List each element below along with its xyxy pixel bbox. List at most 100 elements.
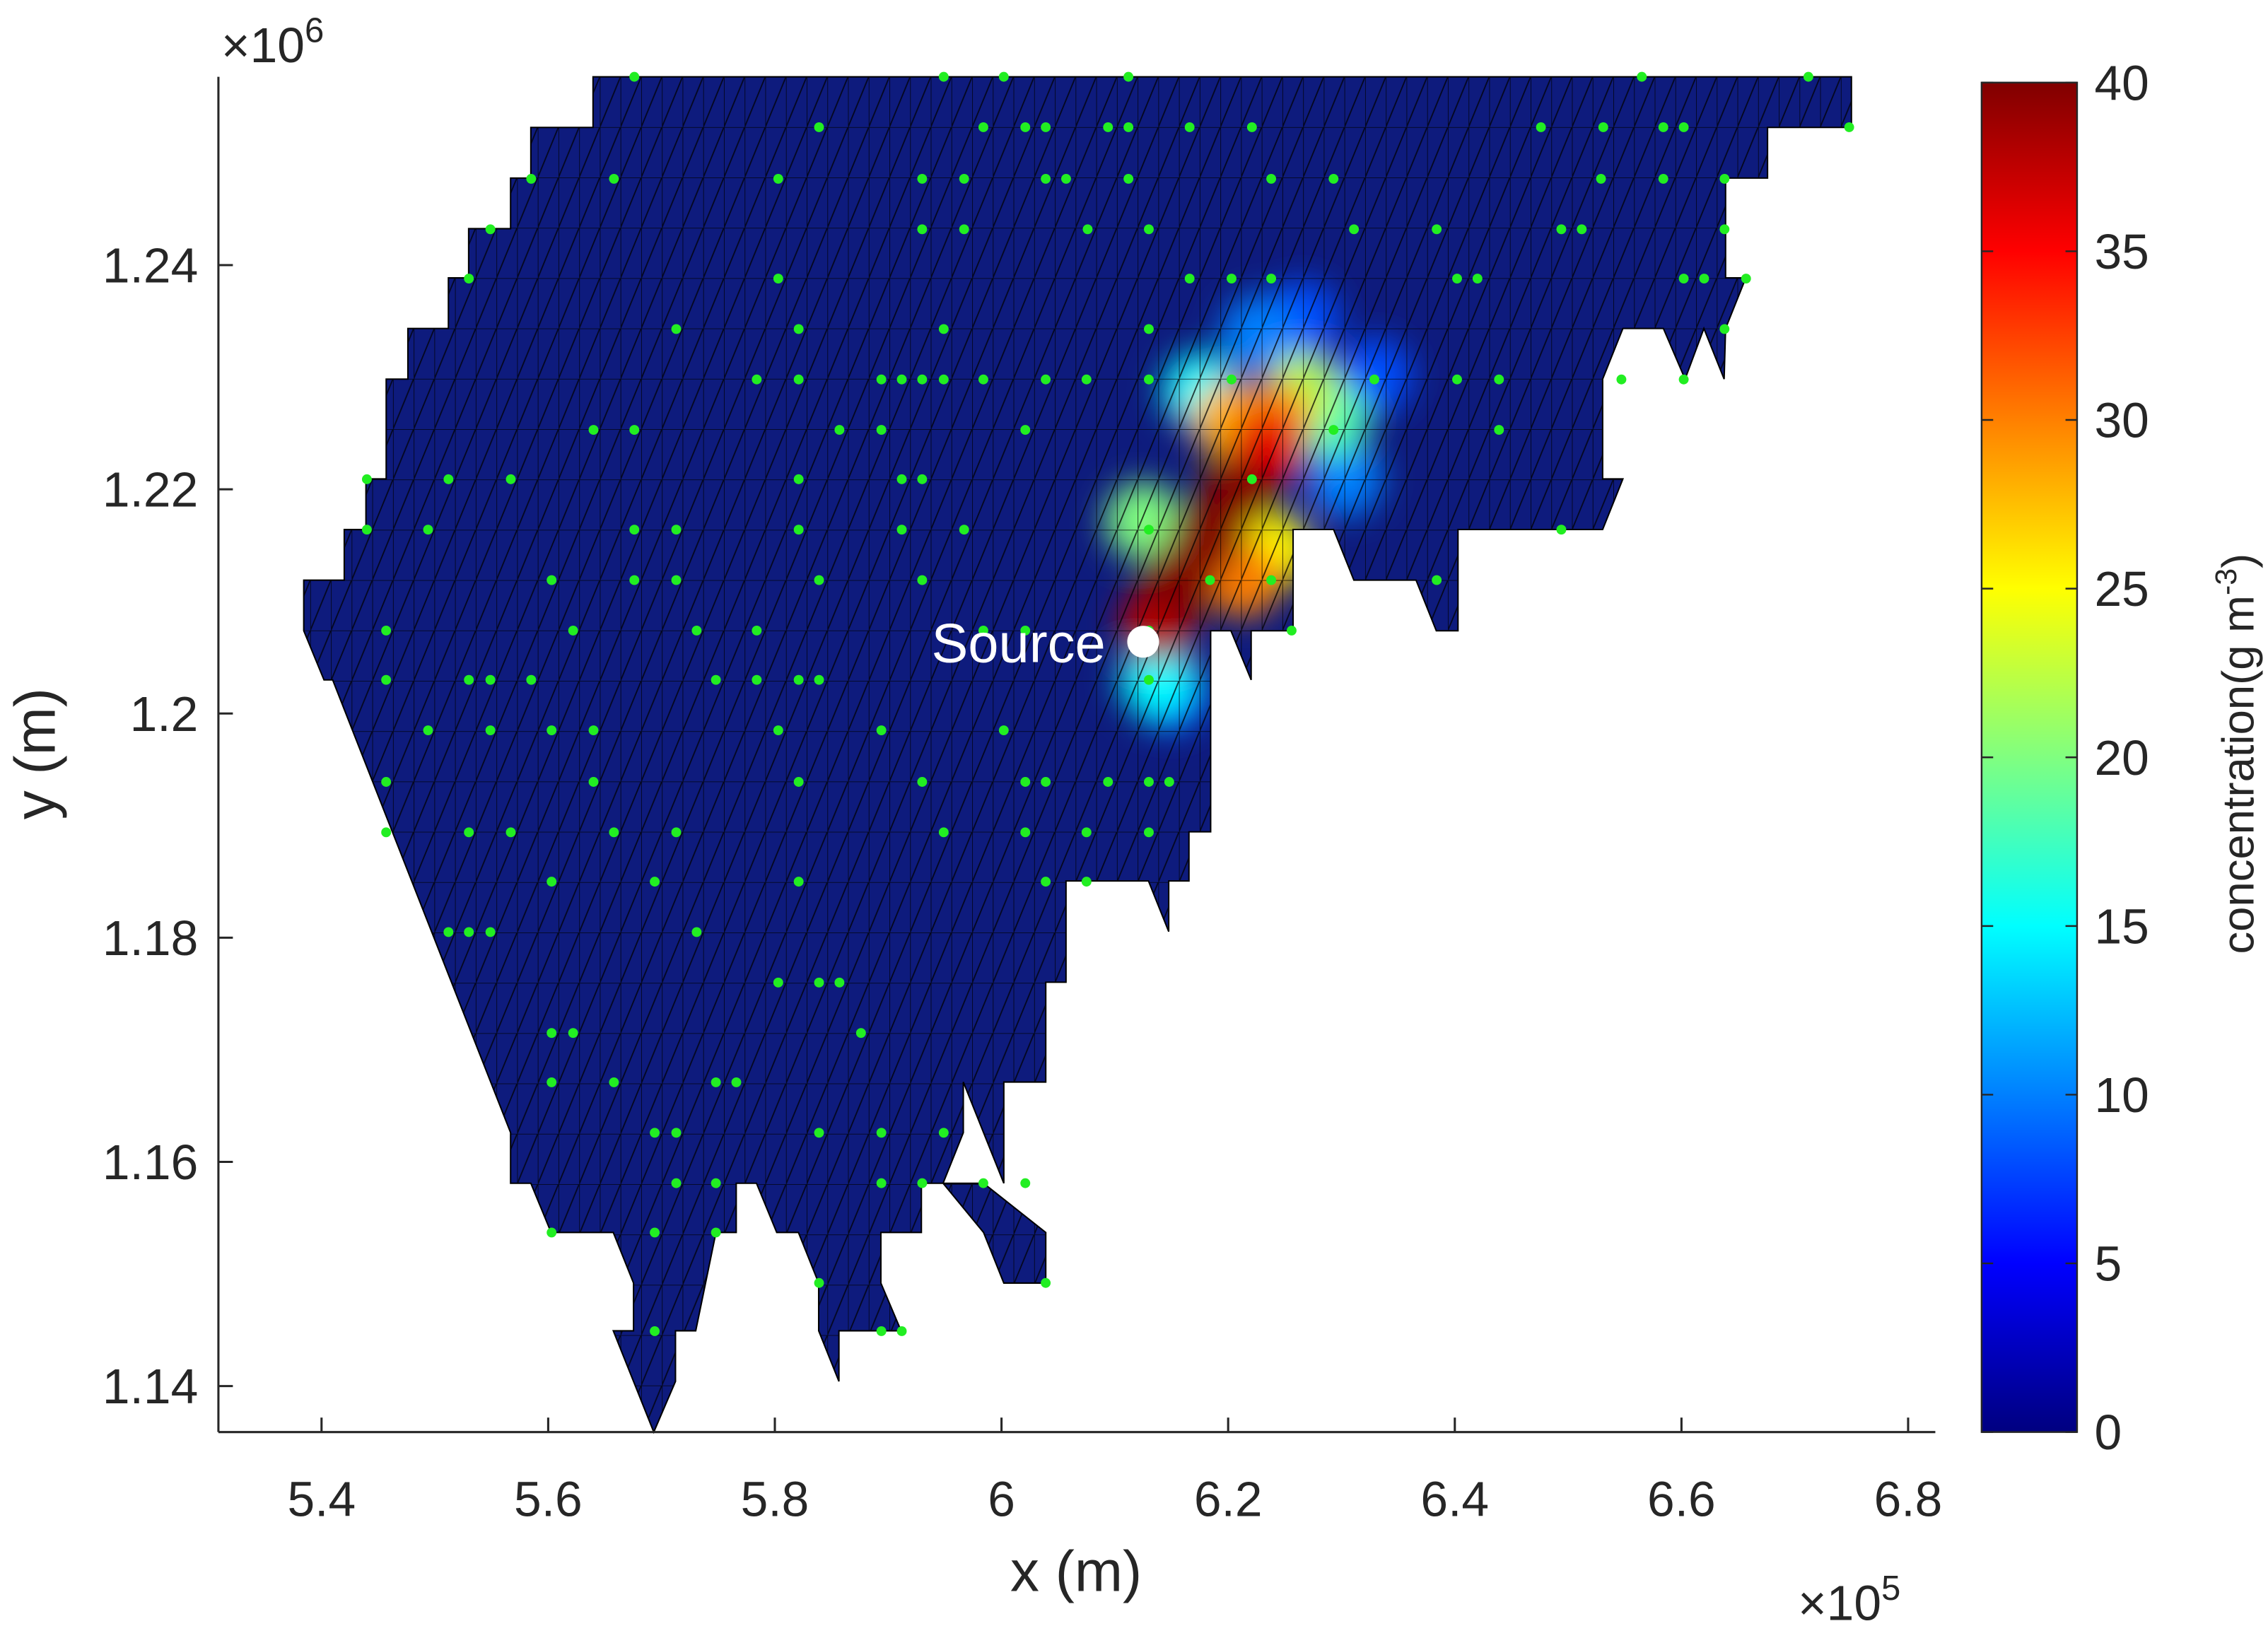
sensor-point — [464, 674, 474, 685]
sensor-point — [1164, 777, 1174, 787]
sensor-point — [1844, 122, 1854, 132]
sensor-point — [526, 674, 537, 685]
sensor-point — [1598, 122, 1608, 132]
sensor-point — [834, 977, 845, 988]
sensor-point — [731, 1077, 742, 1087]
sensor-point — [1432, 575, 1442, 585]
sensor-point — [1020, 425, 1031, 435]
sensor-point — [1041, 122, 1051, 132]
y-multiplier-exponent: 6 — [305, 12, 324, 50]
sensor-point — [1286, 625, 1297, 636]
sensor-point — [1081, 827, 1092, 838]
colorbar-label-text: concentration(g m — [2214, 595, 2264, 954]
sensor-point — [1678, 274, 1689, 283]
sensor-point — [1349, 224, 1360, 235]
sensor-point — [752, 625, 762, 636]
sensor-point — [443, 474, 454, 484]
sensor-point — [793, 674, 804, 685]
sensor-point — [546, 1077, 557, 1087]
y-tick-label: 1.18 — [103, 911, 198, 966]
sensor-point — [1082, 224, 1093, 235]
sensor-point — [1741, 274, 1751, 283]
sensor-point — [485, 725, 496, 736]
sensor-point — [1123, 122, 1134, 132]
y-tick-label: 1.22 — [103, 462, 198, 517]
sensor-point — [773, 977, 783, 988]
sensor-point — [773, 274, 783, 283]
x-tick-label: 5.4 — [287, 1471, 356, 1526]
sensor-point — [876, 1178, 887, 1188]
sensor-point — [711, 674, 721, 685]
sensor-point — [978, 374, 988, 385]
sensor-point — [711, 1077, 721, 1087]
sensor-point — [1205, 575, 1215, 585]
sensor-point — [1227, 274, 1237, 283]
sensor-point — [1144, 827, 1154, 838]
sensor-point — [381, 827, 392, 838]
sensor-point — [1144, 374, 1154, 385]
sensor-point — [568, 625, 578, 636]
sensor-point — [381, 625, 392, 636]
x-multiplier-base: ×10 — [1798, 1576, 1881, 1626]
x-tick-label: 5.8 — [741, 1471, 809, 1526]
sensor-point — [671, 827, 682, 838]
sensor-point — [1719, 224, 1730, 235]
sensor-point — [896, 474, 907, 484]
sensor-point — [1678, 374, 1689, 385]
sensor-point — [1041, 374, 1051, 385]
sensor-point — [896, 1326, 907, 1336]
sensor-point — [978, 1178, 988, 1188]
sensor-point — [1452, 274, 1462, 283]
mesh — [303, 76, 1852, 1433]
sensor-point — [917, 374, 928, 385]
colorbar-label-exponent: -3 — [2209, 568, 2243, 595]
sensor-point — [855, 1028, 866, 1039]
sensor-point — [1081, 374, 1092, 385]
sensor-point — [1081, 877, 1092, 887]
sensor-point — [1494, 425, 1504, 435]
sensor-point — [938, 324, 949, 334]
sensor-point — [650, 877, 660, 887]
colorbar-tick-label: 5 — [2094, 1236, 2122, 1292]
sensor-point — [998, 725, 1009, 736]
sensor-point — [361, 525, 372, 535]
sensor-point — [1227, 374, 1237, 385]
x-tick-label: 6.4 — [1420, 1471, 1489, 1526]
sensor-point — [526, 173, 537, 184]
sensor-point — [959, 224, 969, 235]
sensor-point — [1328, 173, 1339, 184]
sensor-point — [876, 725, 887, 736]
y-tick-label: 1.2 — [130, 686, 199, 742]
sensor-point — [629, 425, 640, 435]
sensor-point — [1123, 71, 1134, 82]
colorbar — [1980, 81, 2079, 1433]
sensor-point — [1144, 324, 1154, 334]
sensor-point — [381, 674, 392, 685]
sensor-point — [959, 173, 969, 184]
sensor-point — [1536, 122, 1546, 132]
sensor-point — [752, 674, 762, 685]
sensor-point — [505, 474, 516, 484]
sensor-point — [917, 224, 928, 235]
sensor-point — [917, 173, 928, 184]
sensor-point — [1472, 274, 1483, 283]
sensor-point — [1144, 674, 1154, 685]
sensor-point — [1041, 877, 1051, 887]
sensor-point — [876, 425, 887, 435]
sensor-point — [978, 625, 988, 636]
sensor-point — [834, 425, 845, 435]
sensor-point — [1719, 173, 1730, 184]
sensor-point — [485, 927, 496, 937]
sensor-point — [938, 71, 949, 82]
sensor-point — [1658, 173, 1668, 184]
sensor-point — [1556, 525, 1567, 535]
sensor-point — [876, 1128, 887, 1138]
sensor-points: Source — [361, 71, 1854, 1336]
sensor-point — [1266, 173, 1277, 184]
sensor-point — [876, 374, 887, 385]
colorbar-tick-label: 40 — [2094, 55, 2149, 110]
sensor-point — [671, 1178, 682, 1188]
sensor-point — [711, 1227, 721, 1238]
sensor-point — [464, 827, 474, 838]
